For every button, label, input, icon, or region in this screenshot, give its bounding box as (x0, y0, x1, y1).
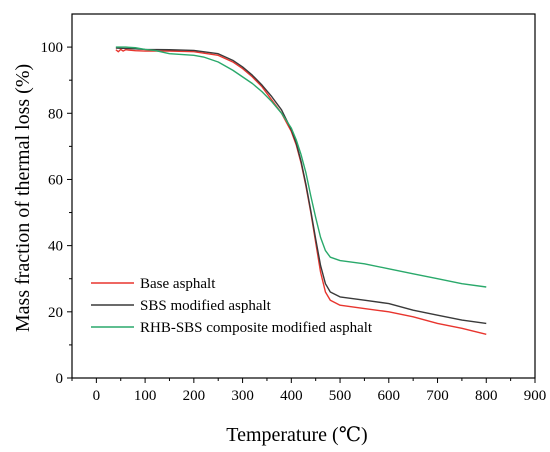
x-tick-label: 200 (183, 388, 206, 404)
y-axis: 0 20 40 60 80 100 (41, 40, 72, 387)
x-tick-label: 400 (280, 388, 303, 404)
legend-label: SBS modified asphalt (140, 298, 272, 314)
plot-frame (71, 13, 536, 379)
y-tick-label: 0 (56, 371, 64, 387)
x-tick-label: 600 (378, 388, 401, 404)
series-line (115, 48, 487, 335)
legend-label: RHB-SBS composite modified asphalt (140, 320, 373, 336)
y-axis-title: Mass fraction of thermal loss (%) (12, 64, 34, 332)
series-line (115, 47, 487, 325)
x-tick-label: 300 (231, 388, 254, 404)
x-tick-label: 0 (93, 388, 101, 404)
x-tick-label: 100 (134, 388, 157, 404)
y-tick-label: 100 (41, 40, 64, 56)
x-axis: 0 100 200 300 400 500 600 700 800 900 (71, 378, 547, 404)
x-tick-label: 900 (524, 388, 547, 404)
x-axis-title: Temperature (℃) (226, 424, 367, 446)
series-layer (115, 46, 487, 335)
y-tick-label: 40 (48, 239, 63, 255)
y-tick-label: 80 (48, 106, 63, 122)
y-tick-label: 60 (48, 172, 63, 188)
y-tick-label: 20 (48, 305, 63, 321)
series-line (115, 46, 487, 288)
x-tick-label: 500 (329, 388, 352, 404)
legend: Base asphalt SBS modified asphalt RHB-SBS … (91, 276, 373, 336)
x-tick-label: 700 (426, 388, 449, 404)
plot-area-border (71, 13, 536, 379)
x-tick-label: 800 (475, 388, 498, 404)
legend-label: Base asphalt (140, 276, 216, 292)
